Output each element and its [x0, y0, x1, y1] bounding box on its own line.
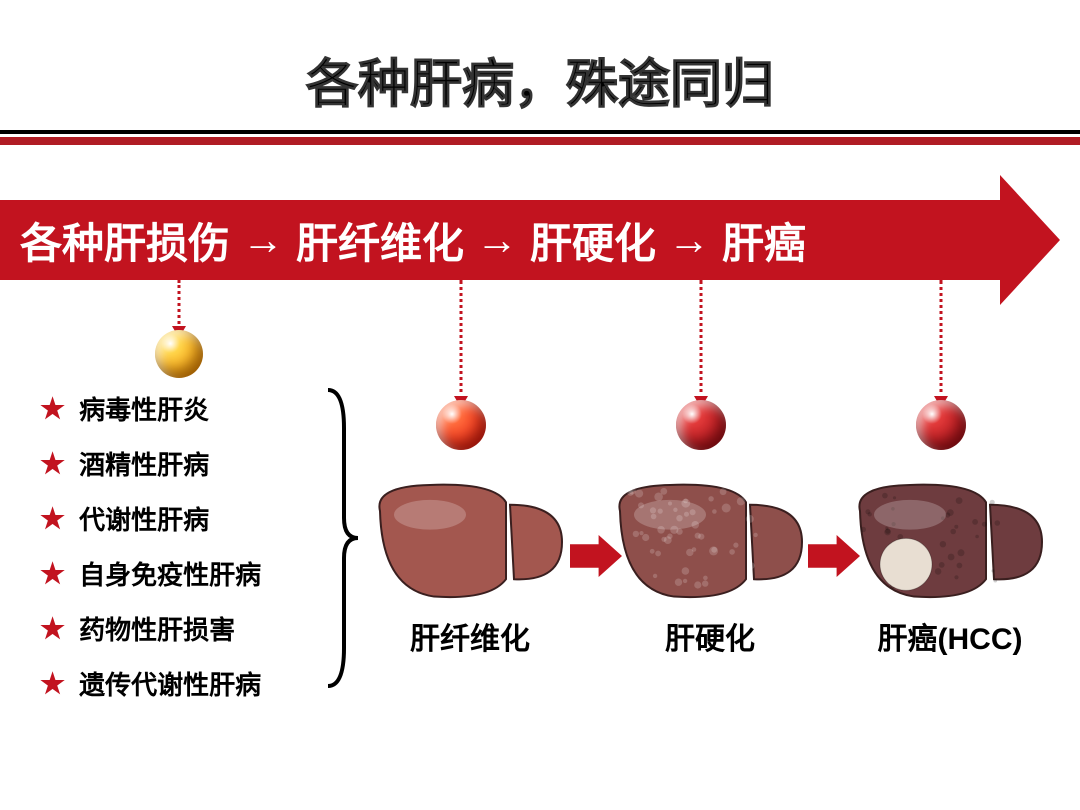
cause-item: ★ 病毒性肝炎: [40, 390, 261, 427]
page-title: 各种肝病，殊途同归: [0, 42, 1080, 117]
liver-stage: 肝硬化: [610, 480, 810, 658]
brace-icon: [320, 388, 360, 688]
stage-1: 各种肝损伤: [20, 210, 230, 271]
liver-label: 肝硬化: [610, 614, 810, 658]
banner-body: 各种肝损伤 → 肝纤维化 → 肝硬化 → 肝癌: [0, 200, 1000, 280]
cause-item: ★ 遗传代谢性肝病: [40, 665, 261, 702]
pendant-ball-icon: [155, 330, 203, 378]
pendant-ball-icon: [916, 400, 966, 450]
cause-item: ★ 代谢性肝病: [40, 500, 261, 537]
pendant-ball-icon: [436, 400, 486, 450]
flow-arrow-icon: [570, 535, 622, 582]
star-icon: ★: [40, 450, 65, 478]
stage-2: 肝纤维化: [296, 210, 464, 271]
liver-stage: 肝纤维化: [370, 480, 570, 658]
cause-label: 酒精性肝病: [79, 445, 209, 482]
pendant-ball-icon: [676, 400, 726, 450]
star-icon: ★: [40, 395, 65, 423]
cause-item: ★ 酒精性肝病: [40, 445, 261, 482]
cause-item: ★ 药物性肝损害: [40, 610, 261, 647]
progression-banner: 各种肝损伤 → 肝纤维化 → 肝硬化 → 肝癌: [0, 200, 1080, 280]
pendant-line-icon: [940, 280, 943, 400]
liver-label: 肝癌(HCC): [850, 614, 1050, 658]
pendant-line-icon: [178, 280, 181, 330]
stage-3: 肝硬化: [530, 210, 656, 271]
pendant-line-icon: [460, 280, 463, 400]
arrow-sep-icon: →: [242, 216, 284, 264]
liver-stage: 肝癌(HCC): [850, 480, 1050, 658]
arrow-sep-icon: →: [668, 216, 710, 264]
cause-label: 药物性肝损害: [79, 610, 235, 647]
star-icon: ★: [40, 505, 65, 533]
cause-item: ★ 自身免疫性肝病: [40, 555, 261, 592]
star-icon: ★: [40, 670, 65, 698]
arrow-sep-icon: →: [476, 216, 518, 264]
flow-arrow-icon: [808, 535, 860, 582]
cause-label: 遗传代谢性肝病: [79, 665, 261, 702]
star-icon: ★: [40, 560, 65, 588]
divider: [0, 130, 1080, 145]
cause-label: 自身免疫性肝病: [79, 555, 261, 592]
cause-label: 代谢性肝病: [79, 500, 209, 537]
banner-arrowhead-icon: [1000, 175, 1060, 305]
causes-list: ★ 病毒性肝炎 ★ 酒精性肝病 ★ 代谢性肝病 ★ 自身免疫性肝病 ★ 药物性肝损害 ★ 遗传代谢性肝…: [40, 390, 261, 720]
cause-label: 病毒性肝炎: [79, 390, 209, 427]
pendant-line-icon: [700, 280, 703, 400]
star-icon: ★: [40, 615, 65, 643]
liver-label: 肝纤维化: [370, 614, 570, 658]
stage-4: 肝癌: [722, 210, 806, 271]
